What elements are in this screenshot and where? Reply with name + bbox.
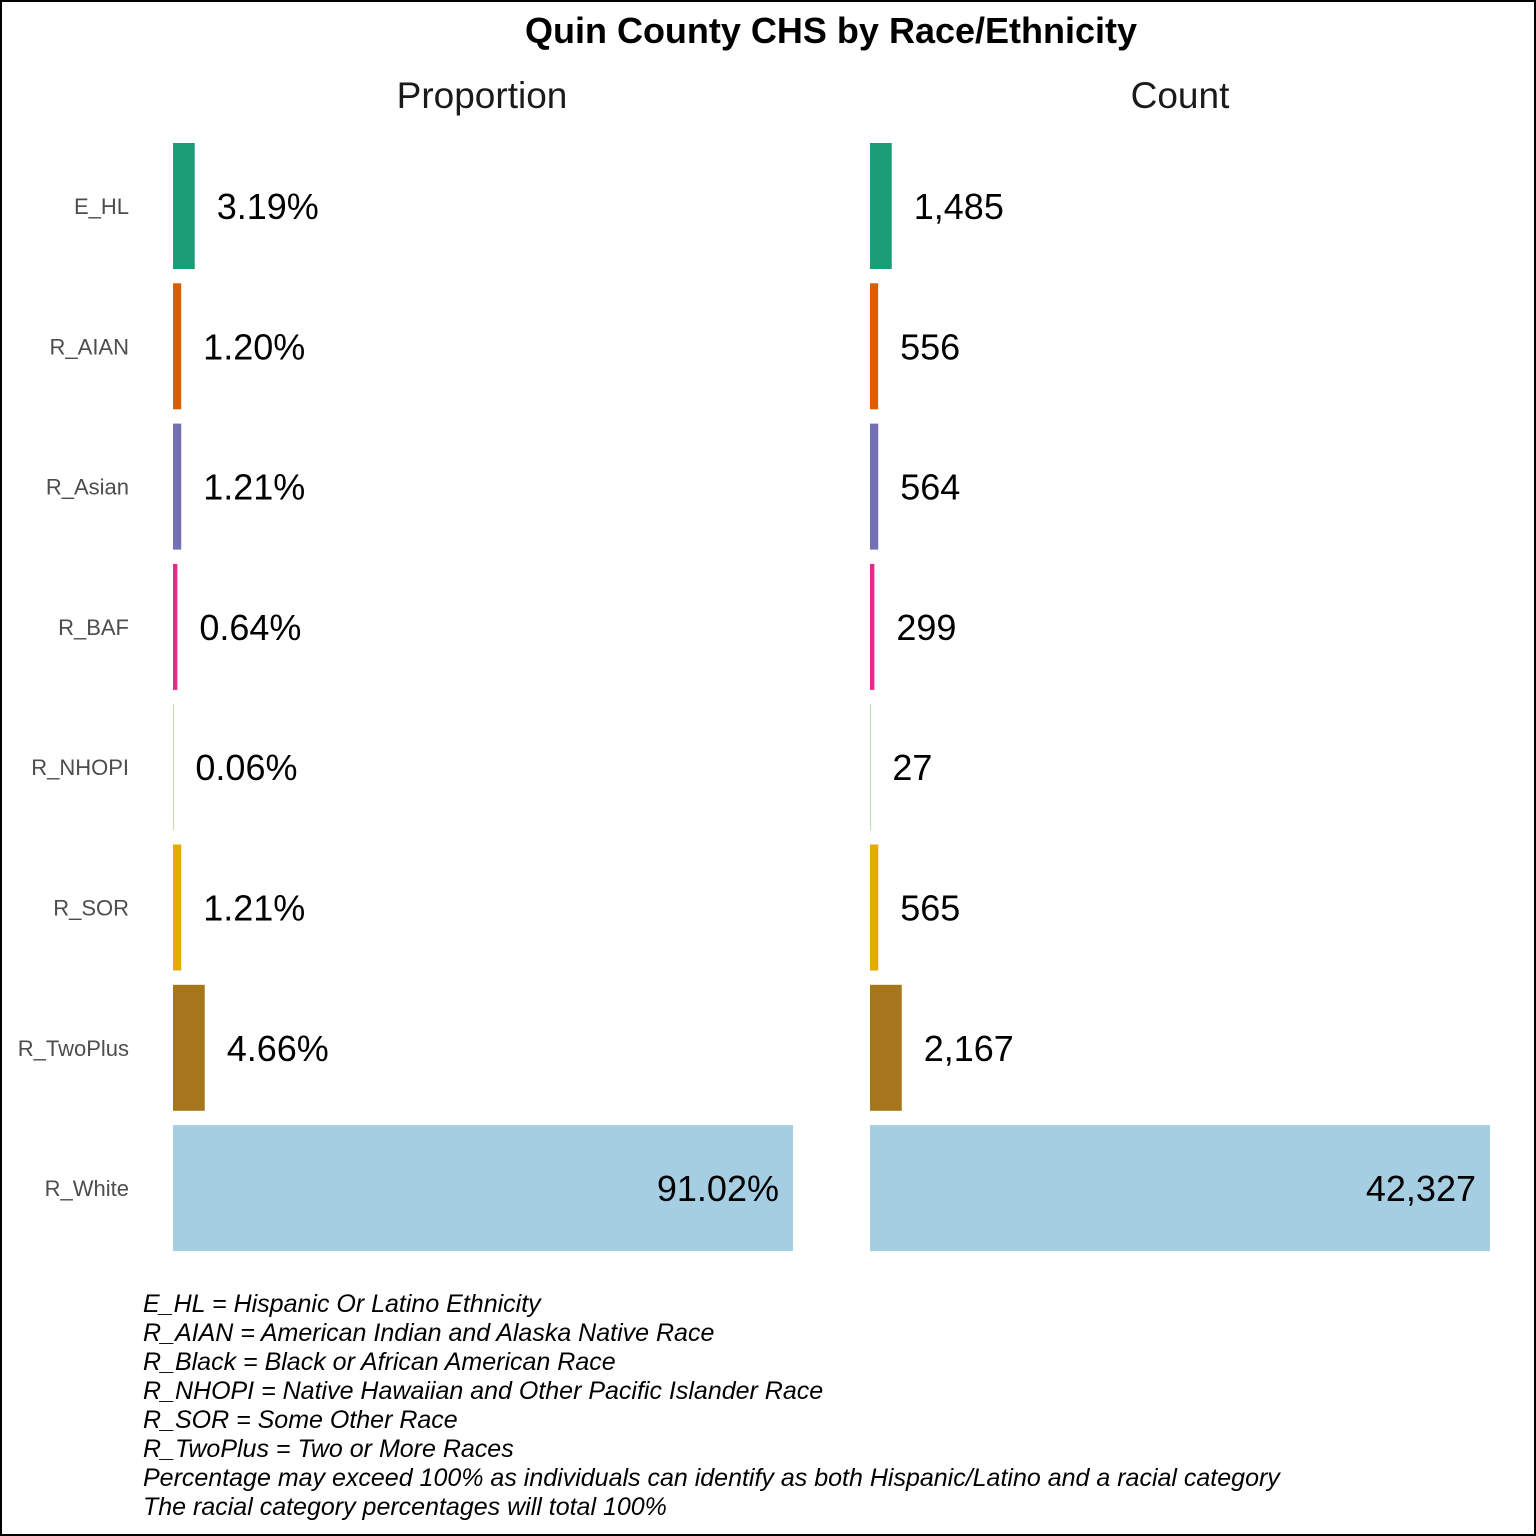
category-label-r_sor: R_SOR <box>53 896 129 921</box>
bar-r_asian-proportion <box>173 423 182 550</box>
footnote-line: R_AIAN = American Indian and Alaska Nati… <box>143 1319 715 1347</box>
value-label-r_aian-proportion: 1.20% <box>203 326 305 367</box>
footnote-line: R_SOR = Some Other Race <box>143 1406 458 1434</box>
bar-e_hl-proportion <box>173 143 195 269</box>
bar-r_aian-count <box>870 283 879 410</box>
panel-count: 1,485 556 564 299 27 565 2,167 42,327 <box>870 143 1490 1252</box>
category-label-r_aian: R_AIAN <box>50 334 129 359</box>
value-label-r_twoplus-count: 2,167 <box>924 1028 1014 1069</box>
bar-r_twoplus-count <box>870 984 902 1111</box>
value-label-r_sor-count: 565 <box>900 888 960 929</box>
category-label-r_twoplus: R_TwoPlus <box>18 1036 129 1061</box>
value-label-r_nhopi-proportion: 0.06% <box>195 747 297 788</box>
value-label-r_baf-count: 299 <box>896 607 956 648</box>
footnote-line: R_Black = Black or African American Race <box>143 1348 616 1376</box>
value-label-r_twoplus-proportion: 4.66% <box>227 1028 329 1069</box>
category-label-r_baf: R_BAF <box>58 615 129 640</box>
bar-r_sor-count <box>870 844 879 971</box>
value-label-r_asian-count: 564 <box>900 467 960 508</box>
bar-r_twoplus-proportion <box>173 984 205 1111</box>
category-label-r_asian: R_Asian <box>46 475 129 500</box>
value-label-e_hl-count: 1,485 <box>914 186 1004 227</box>
footnote-line: R_TwoPlus = Two or More Races <box>143 1435 514 1463</box>
footnote-line: Percentage may exceed 100% as individual… <box>143 1464 1280 1492</box>
bar-e_hl-count <box>870 143 892 269</box>
category-label-r_white: R_White <box>45 1176 129 1201</box>
category-label-e_hl: E_HL <box>74 194 129 219</box>
category-axis: E_HL R_AIAN R_Asian R_BAF R_NHOPI R_SOR R_TwoP… <box>18 194 129 1201</box>
panel-proportion: 3.19% 1.20% 1.21% 0.64% 0.06% 1.21% 4.66% 91.02… <box>173 143 793 1252</box>
footnote-line: The racial category percentages will tot… <box>143 1493 667 1521</box>
footnote-line: E_HL = Hispanic Or Latino Ethnicity <box>143 1290 541 1318</box>
value-label-r_white-count: 42,327 <box>1366 1168 1476 1209</box>
bar-r_white-proportion <box>173 1125 793 1252</box>
value-label-r_baf-proportion: 0.64% <box>199 607 301 648</box>
panel-title-count: Count <box>1131 75 1230 116</box>
value-label-r_asian-proportion: 1.21% <box>203 467 305 508</box>
value-label-r_aian-count: 556 <box>900 326 960 367</box>
category-label-r_nhopi: R_NHOPI <box>31 755 129 780</box>
footnotes: E_HL = Hispanic Or Latino Ethnicity R_AIA… <box>143 1290 1280 1522</box>
bar-r_sor-proportion <box>173 844 182 971</box>
panel-title-proportion: Proportion <box>397 75 568 116</box>
chart-title: Quin County CHS by Race/Ethnicity <box>525 10 1137 51</box>
value-label-r_sor-proportion: 1.21% <box>203 888 305 929</box>
bar-r_asian-count <box>870 423 879 550</box>
value-label-r_white-proportion: 91.02% <box>657 1168 779 1209</box>
bar-r_white-count <box>870 1125 1490 1252</box>
footnote-line: R_NHOPI = Native Hawaiian and Other Paci… <box>143 1377 824 1405</box>
bar-r_baf-count <box>870 563 875 690</box>
value-label-r_nhopi-count: 27 <box>892 747 932 788</box>
value-label-e_hl-proportion: 3.19% <box>217 186 319 227</box>
bar-r_baf-proportion <box>173 563 178 690</box>
bar-r_aian-proportion <box>173 283 182 410</box>
